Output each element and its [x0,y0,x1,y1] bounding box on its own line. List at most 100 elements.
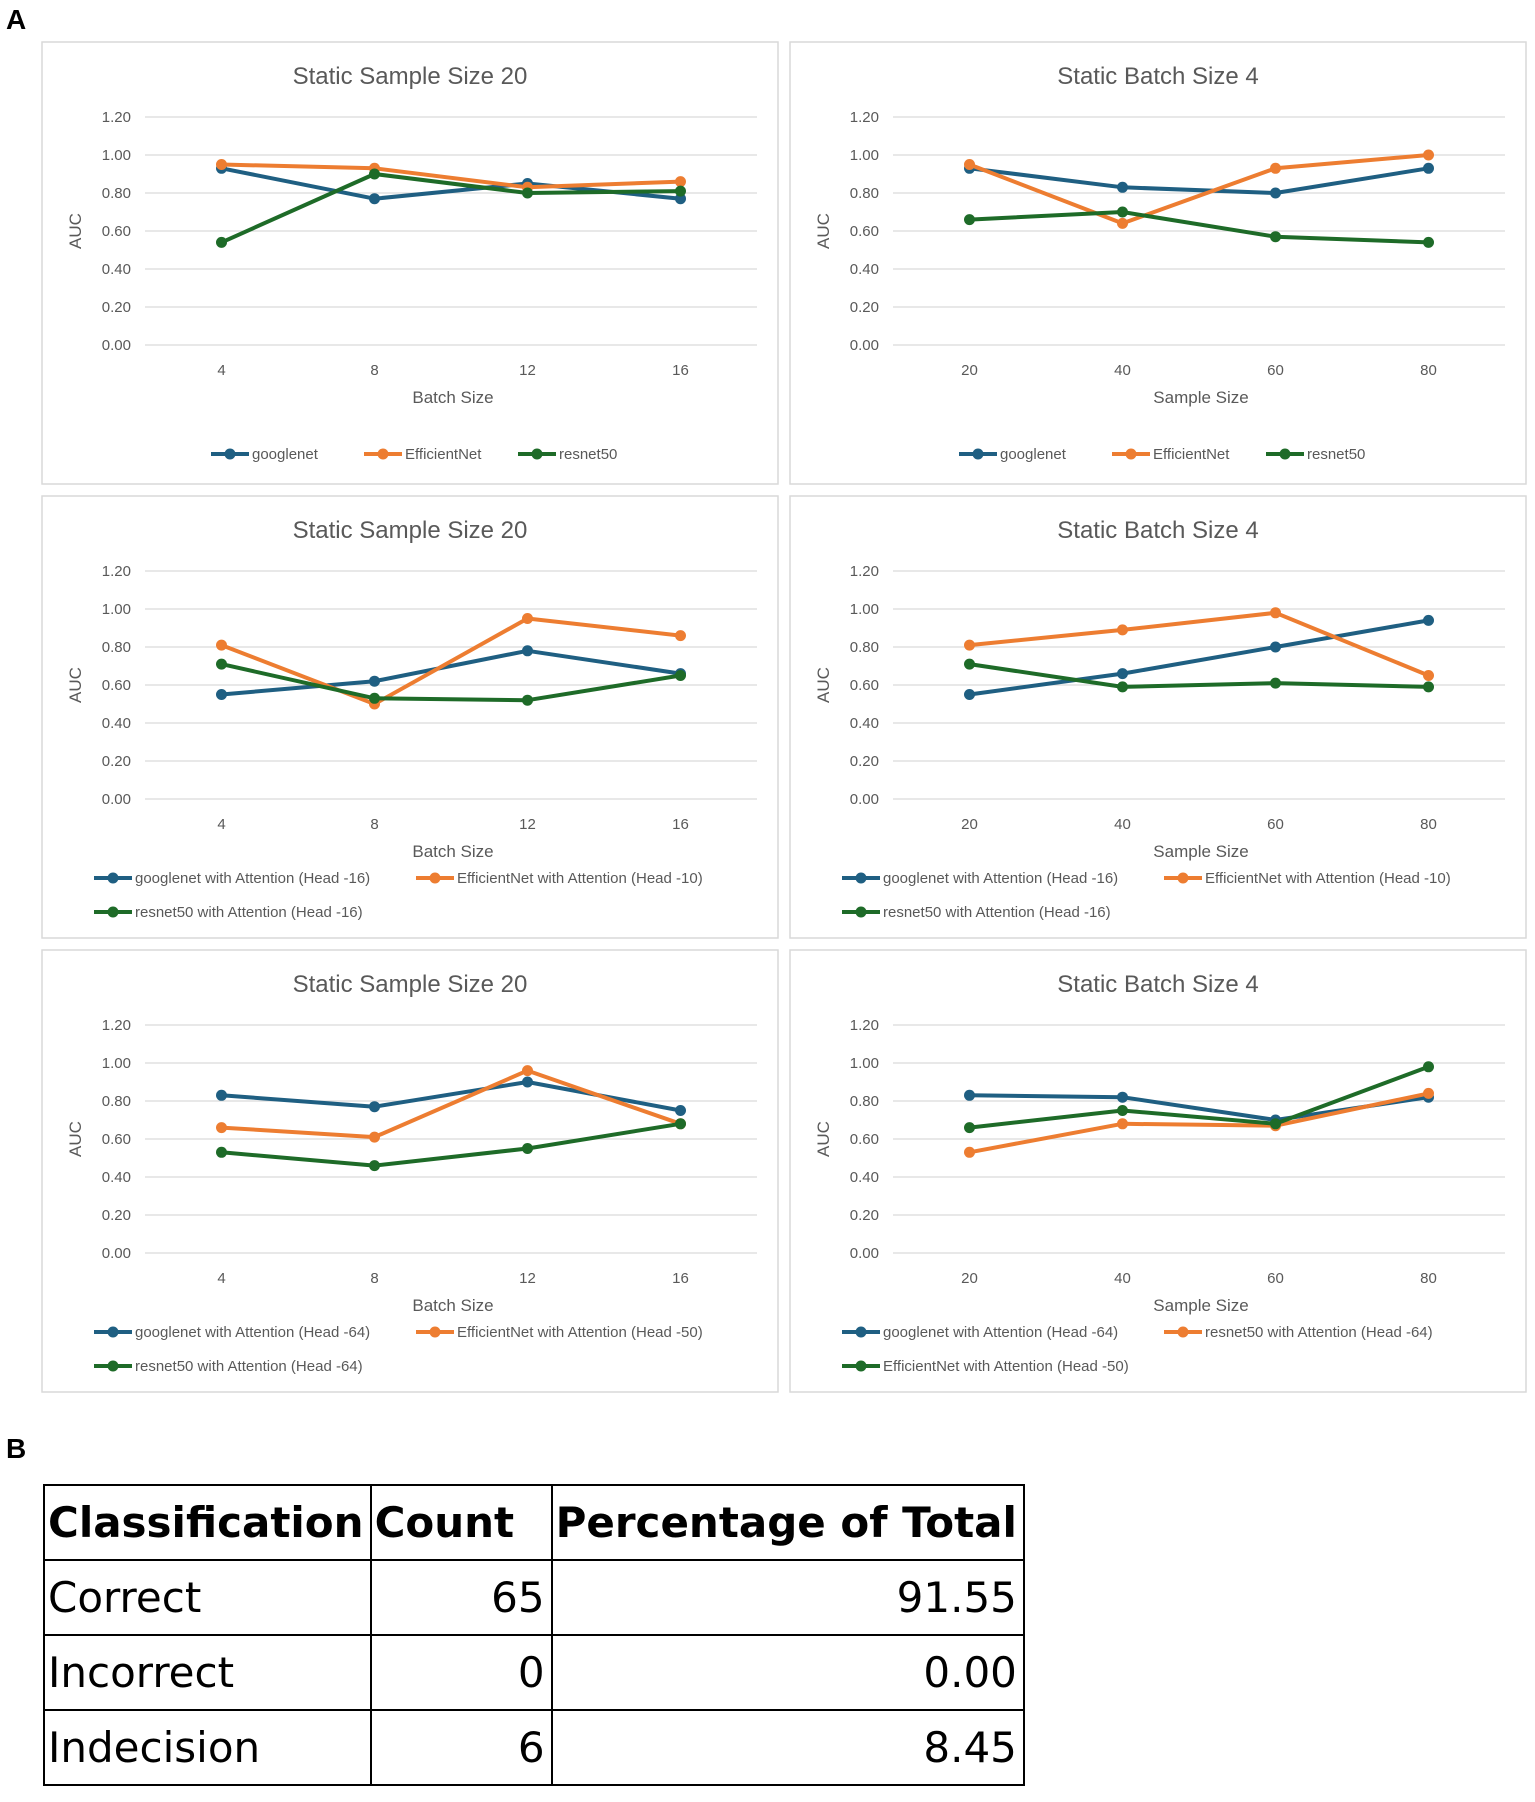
legend-swatch-marker [107,872,119,884]
data-point [1423,681,1434,693]
legend-label: EfficientNet with Attention (Head -50) [457,1324,703,1341]
x-tick-label: 20 [961,362,978,379]
x-tick-label: 20 [961,1270,978,1287]
series-line [219,1068,683,1140]
chart-border [41,949,779,1393]
y-tick-label: 1.00 [850,601,879,618]
y-tick-label: 0.80 [850,185,879,202]
x-tick-label: 20 [961,816,978,833]
y-tick-label: 0.20 [850,753,879,770]
chart-panel: Static Batch Size 4 0.00 0.20 0.40 0.60 0.80 1… [789,495,1527,939]
table-row: Correct 65 91.55 [43,1559,1025,1636]
y-tick-label: 0.60 [850,223,879,240]
header-classification: Classification [43,1484,372,1561]
y-axis-title: AUC [66,213,85,249]
y-tick-label: 1.20 [102,109,131,126]
data-point [1117,681,1128,693]
x-tick-label: 12 [519,816,536,833]
data-point [1423,1061,1434,1073]
data-point [1117,1118,1128,1130]
series-line [967,166,1431,195]
data-point [1423,162,1434,174]
y-tick-label: 1.20 [102,1017,131,1034]
x-tick-label: 16 [672,362,689,379]
x-tick-label: 40 [1114,816,1131,833]
legend-swatch-marker [855,872,867,884]
y-tick-label: 0.00 [850,1245,879,1262]
chart-title: Static Batch Size 4 [1057,971,1258,998]
legend-label: resnet50 [1307,446,1365,463]
x-tick-label: 16 [672,816,689,833]
data-point [1270,231,1281,243]
series-line [219,662,683,703]
y-tick-label: 0.40 [850,715,879,732]
data-point [675,670,686,681]
data-point [216,1122,227,1134]
data-point [522,694,533,706]
series-line [967,210,1431,245]
y-tick-label: 0.00 [102,1245,131,1262]
x-axis-title: Batch Size [412,388,493,407]
x-tick-label: 4 [217,1270,225,1287]
data-point [964,1089,975,1101]
charts-figure: Static Sample Size 20 0.00 0.20 0.40 0.60 0.8… [41,41,1527,1393]
y-tick-label: 0.60 [102,1131,131,1148]
data-point [1270,187,1281,199]
chart-border [789,495,1527,939]
cell-count: 65 [369,1559,553,1636]
legend-swatch-marker [972,448,984,460]
data-point [964,639,975,651]
classification-table: Classification Count Percentage of Total… [43,1484,1025,1786]
chart-title: Static Batch Size 4 [1057,63,1258,90]
data-point [216,689,227,700]
legend-label: googlenet with Attention (Head -16) [135,870,370,887]
x-axis-title: Sample Size [1153,1296,1248,1315]
series-line [219,162,683,190]
y-tick-label: 0.80 [102,185,131,202]
table-row: Incorrect 0 0.00 [43,1634,1025,1711]
legend-label: resnet50 with Attention (Head -16) [883,904,1111,921]
legend-label: googlenet with Attention (Head -64) [135,1324,370,1341]
data-point [675,185,686,197]
legend-swatch-marker [107,1360,119,1372]
table-header-row: Classification Count Percentage of Total [43,1484,1025,1561]
legend-label: googlenet [252,446,319,463]
chart-panel: Static Sample Size 20 0.00 0.20 0.40 0.60 0.8… [41,41,779,485]
data-point [1270,677,1281,689]
data-point [675,630,686,642]
x-tick-label: 12 [519,362,536,379]
panel-label-b: B [6,1433,27,1464]
data-point [675,193,686,205]
data-point [1117,181,1128,193]
y-tick-label: 0.00 [850,337,879,354]
series-line [967,610,1431,678]
legend-label: googlenet with Attention (Head -64) [883,1324,1118,1341]
data-point [964,1146,975,1158]
y-tick-label: 0.20 [850,1207,879,1224]
y-tick-label: 0.60 [102,677,131,694]
chart-border [789,949,1527,1393]
series-line [967,153,1431,226]
legend-swatch-marker [855,1360,867,1372]
legend-label: EfficientNet with Attention (Head -10) [1205,870,1451,887]
x-axis-title: Batch Size [412,842,493,861]
legend-label: EfficientNet [405,446,482,463]
x-tick-label: 8 [370,1270,378,1287]
y-tick-label: 0.00 [102,337,131,354]
chart-border [41,41,779,485]
y-tick-label: 0.20 [102,1207,131,1224]
data-point [1117,206,1128,218]
y-axis-title: AUC [814,213,833,249]
y-tick-label: 0.60 [102,223,131,240]
data-point [216,1146,227,1158]
data-point [216,236,227,248]
y-tick-label: 1.00 [850,147,879,164]
data-point [522,1065,533,1077]
y-tick-label: 0.00 [102,791,131,808]
data-point [522,187,533,199]
data-point [675,1105,686,1116]
series-line [219,648,683,697]
y-tick-label: 0.80 [102,639,131,656]
legend-label: resnet50 [559,446,617,463]
data-point [522,645,533,657]
